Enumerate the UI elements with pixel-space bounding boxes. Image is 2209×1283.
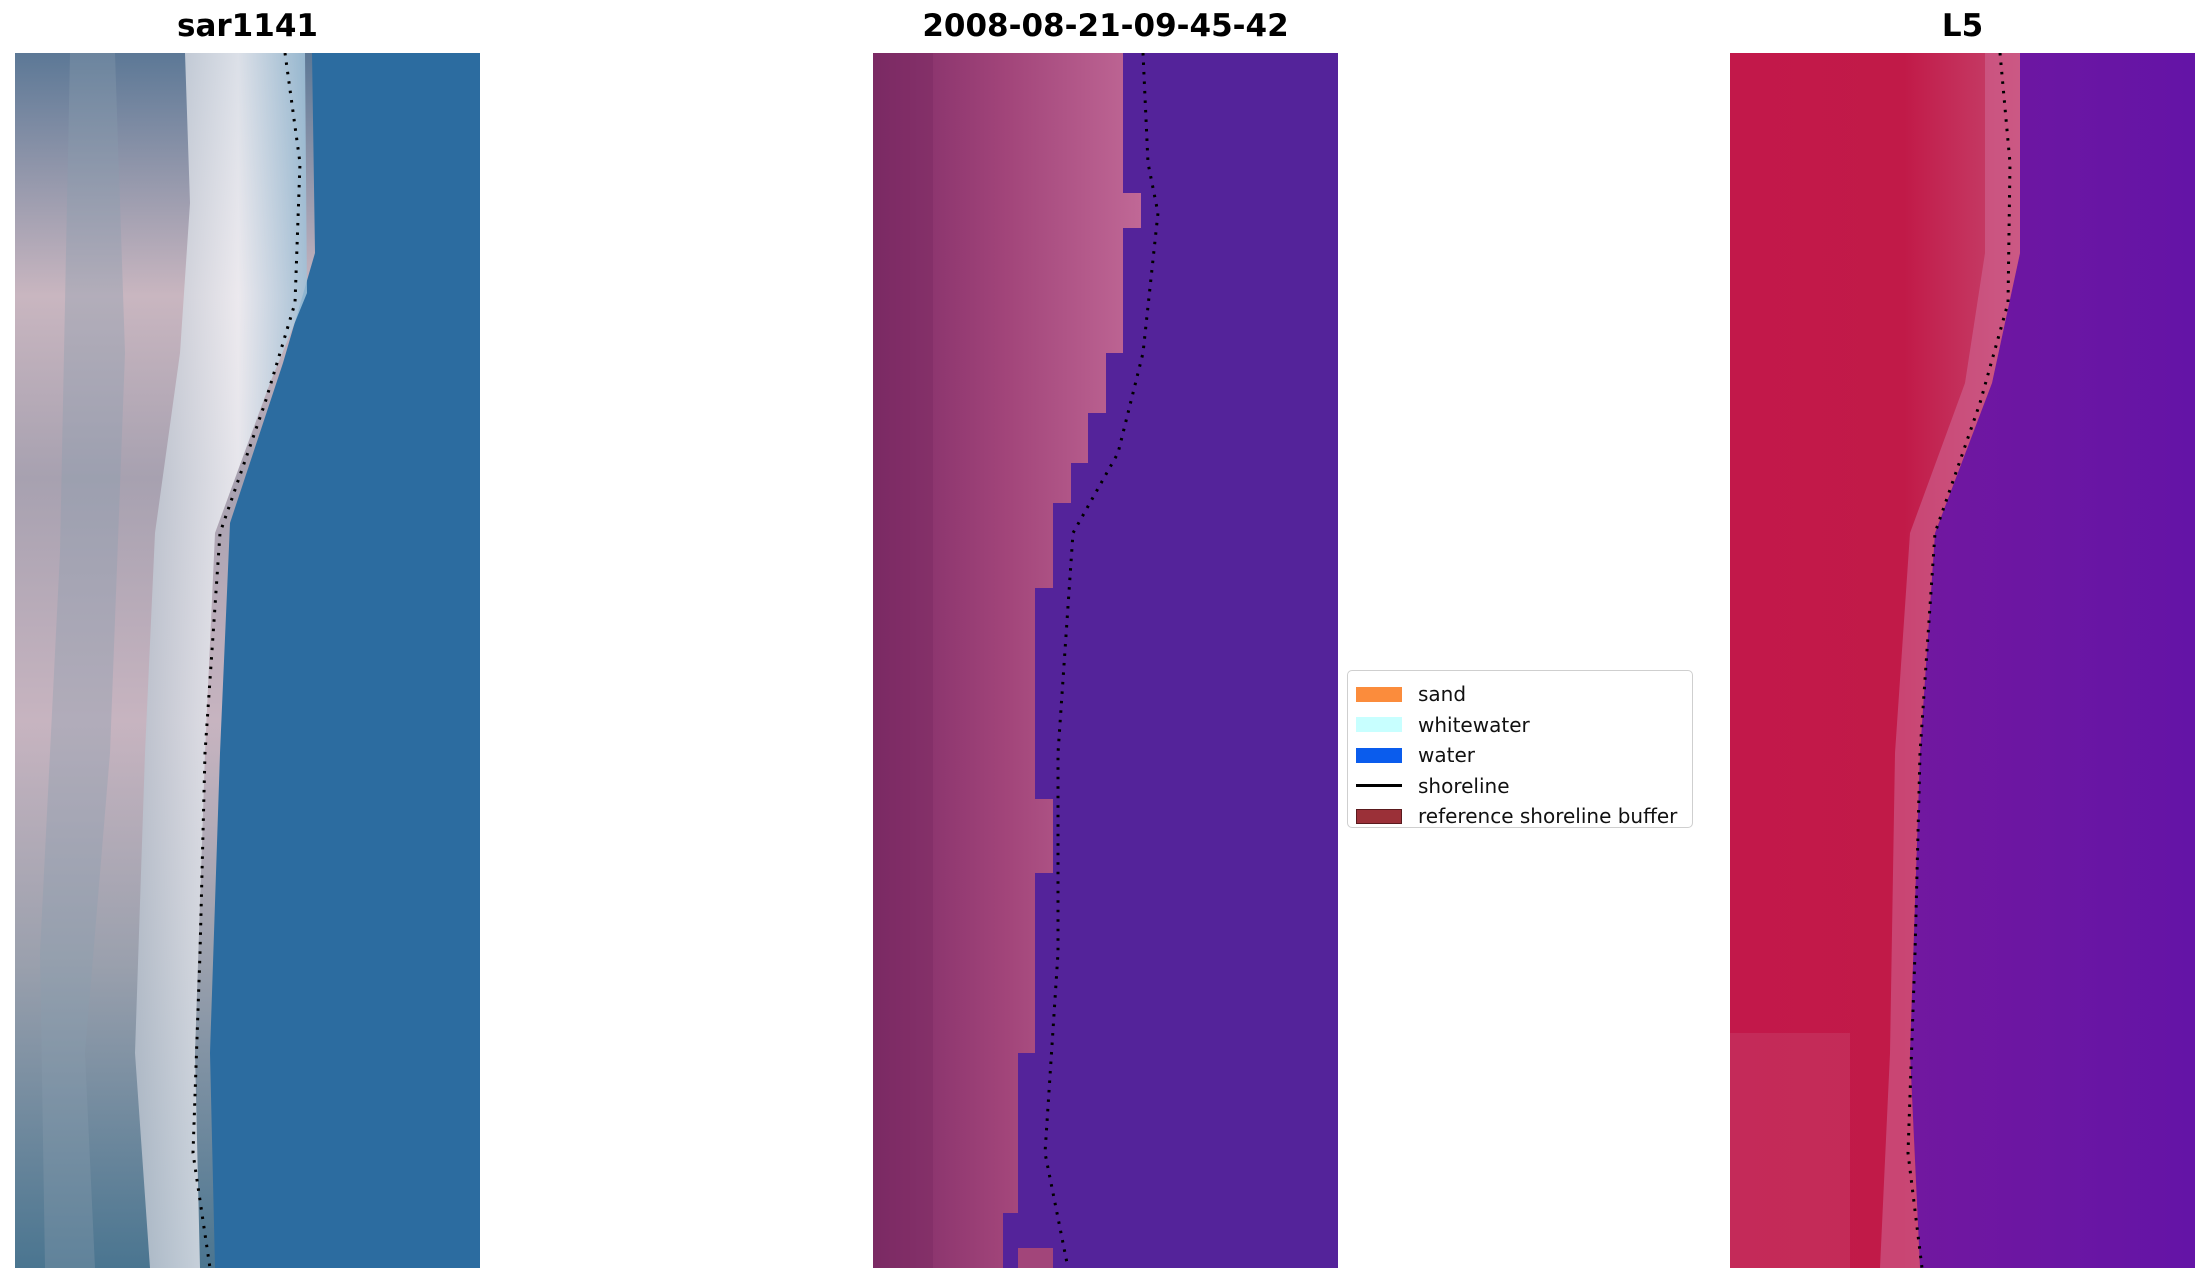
legend-swatch-sand [1356,686,1402,702]
index-image [1730,53,2195,1268]
panel-title-index: L5 [1941,8,1984,44]
rgb-image-panel[interactable] [15,53,480,1268]
classified-image-panel[interactable] [873,53,1338,1268]
legend-label-shoreline: shoreline [1418,773,1510,798]
legend-item-sand: sand [1356,679,1682,710]
legend-item-water: water [1356,740,1682,771]
legend-swatch-water [1356,747,1402,763]
legend-item-whitewater: whitewater [1356,710,1682,741]
legend: sand whitewater water shoreline referenc… [1347,670,1693,828]
panel-title-classified: 2008-08-21-09-45-42 [922,8,1289,44]
panel-title-rgb: sar1141 [177,8,318,44]
legend-item-reference-buffer: reference shoreline buffer [1356,801,1682,832]
legend-swatch-reference-buffer [1356,808,1402,824]
index-image-panel[interactable] [1730,53,2195,1268]
classified-image [873,53,1338,1268]
legend-label-water: water [1418,743,1475,768]
legend-label-sand: sand [1418,682,1467,707]
legend-item-shoreline: shoreline [1356,771,1682,802]
legend-line-shoreline [1356,784,1402,788]
rgb-image [15,53,480,1268]
legend-label-whitewater: whitewater [1418,712,1530,737]
legend-swatch-whitewater [1356,717,1402,733]
shoreline-path-rgb [191,53,302,1268]
legend-label-reference-buffer: reference shoreline buffer [1418,804,1678,829]
shoreline-path-classified [1043,53,1160,1268]
shoreline-path-index [1906,53,2012,1268]
